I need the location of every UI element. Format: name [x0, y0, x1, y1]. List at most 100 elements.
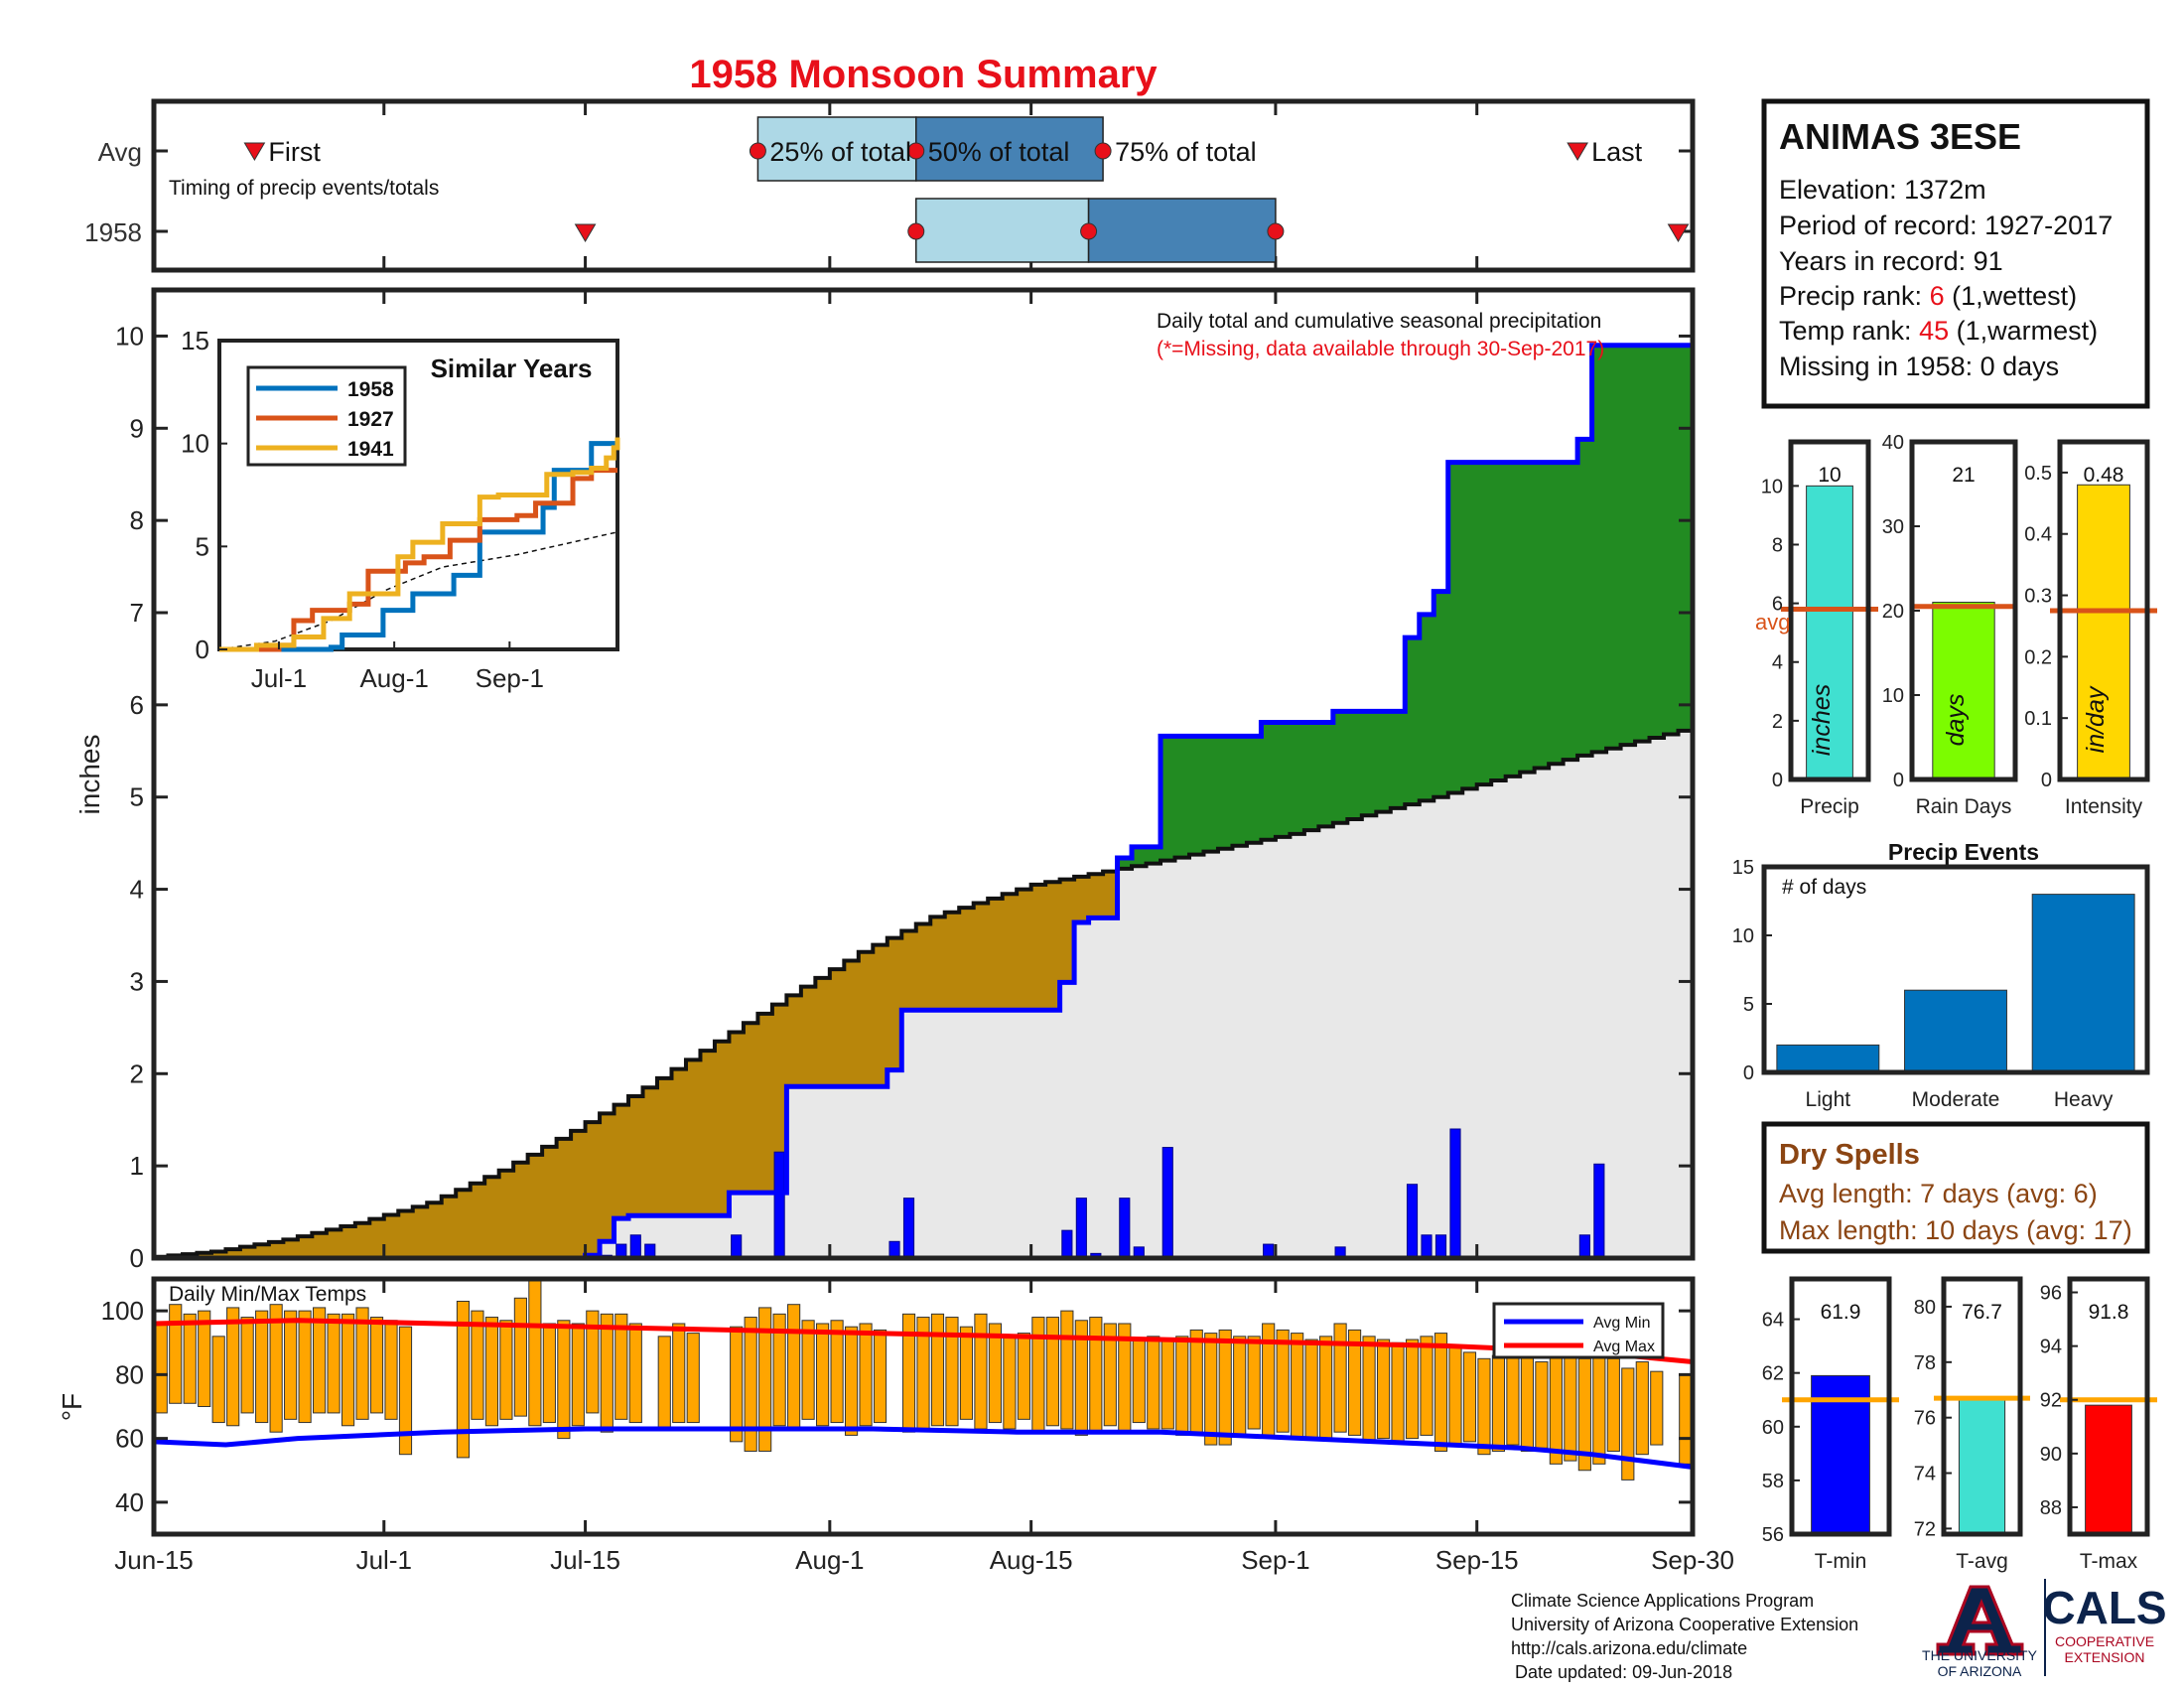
panel-unit-label: inches [1808, 684, 1836, 756]
temp-rank-suffix: (1,warmest) [1949, 316, 2098, 346]
events-bars [1776, 894, 2135, 1073]
temp-range-bar [1362, 1336, 1376, 1443]
temp-range-bar [183, 1313, 197, 1404]
temp-range-bar [1420, 1336, 1433, 1436]
main-y-tick-label: 10 [115, 321, 144, 351]
date-tick-label: Jul-15 [550, 1545, 620, 1575]
inset-series-line [219, 437, 620, 652]
panel-value-label: 0.48 [2084, 464, 2124, 487]
temp-range-bar [1376, 1339, 1391, 1440]
year-box-50-75 [1087, 198, 1277, 263]
footer-line-4: Date updated: 09-Jun-2018 [1515, 1662, 1732, 1682]
footer-line-1: Climate Science Applications Program [1511, 1591, 1814, 1611]
dry-spells-frame [1761, 1121, 2150, 1254]
panel-unit-label: in/day [2082, 685, 2110, 753]
temp-range-bar [873, 1329, 887, 1424]
inset-y-tick-label: 0 [196, 635, 209, 664]
panel-y-tick-label: 0 [2041, 770, 2052, 791]
temp-range-bar [586, 1310, 600, 1414]
events-bar [2031, 894, 2135, 1073]
panel-y-tick-label: 0.5 [2024, 463, 2052, 485]
panel-axes-frame [1788, 439, 1871, 782]
temp-range-bar [398, 1326, 413, 1456]
events-category-label: Moderate [1912, 1088, 2000, 1111]
daily-precip-bars [601, 1128, 1605, 1259]
temp-range-bar [1506, 1348, 1520, 1446]
panel-category-label: T-max [2080, 1550, 2138, 1573]
legend-avg-max-label: Avg Max [1593, 1339, 1655, 1355]
temp-range-bar [945, 1317, 959, 1427]
footer: Climate Science Applications Program Uni… [1511, 1579, 2167, 1682]
temp-range-bar [269, 1304, 283, 1433]
temp-range-bar [313, 1307, 327, 1414]
main-y-tick-label: 5 [130, 782, 144, 812]
temp-range-bar [1074, 1320, 1088, 1436]
row-label-avg: Avg [98, 137, 142, 167]
main-annotation: Daily total and cumulative seasonal prec… [1157, 310, 1601, 333]
panel-y-tick-label: 88 [2040, 1497, 2062, 1519]
temp-range-bar [1549, 1354, 1563, 1465]
inset-legend-label: 1941 [347, 438, 394, 461]
dry-spells-title: Dry Spells [1779, 1139, 1920, 1171]
panel-y-tick-label: 40 [1882, 432, 1904, 454]
main-y-tick-label: 1 [130, 1151, 144, 1181]
panel-bar [1806, 485, 1853, 780]
inset-legend-label: 1927 [347, 408, 394, 431]
precip-rank-prefix: Precip rank: [1779, 281, 1930, 311]
temp-range-bar [1491, 1354, 1506, 1452]
main-y-tick-label: 7 [130, 598, 144, 628]
date-tick-label: Aug-1 [795, 1545, 864, 1575]
temp-range-bar [816, 1323, 830, 1427]
precip-events-panel: Precip Events 0 5 10 15 Light Moderate Heavy #… [1732, 839, 2150, 1111]
inset-legend: 1958 1927 1941 [256, 378, 394, 461]
precip-summary-panels: 0 2 4 6 8 10 10 inches Precip 0 10 20 30 40 21 days Rain… [1755, 432, 2157, 818]
date-tick-label: Sep-15 [1435, 1545, 1519, 1575]
station-elevation: Elevation: 1372m [1779, 175, 1986, 205]
temp-range-bar [1218, 1329, 1232, 1446]
panel-y-tick-label: 0.3 [2024, 586, 2052, 608]
daily-precip-bar [1161, 1147, 1173, 1259]
daily-precip-bar [731, 1234, 743, 1259]
temp-range-bar [1089, 1317, 1103, 1433]
temp-range-bar [1017, 1333, 1030, 1420]
panel-y-tick-label: 10 [1761, 476, 1783, 497]
panel-y-tick-label: 30 [1882, 516, 1904, 538]
temp-range-bar [744, 1317, 757, 1452]
panel-y-tick-label: 62 [1762, 1363, 1784, 1385]
daily-precip-bar [1578, 1234, 1590, 1259]
daily-precip-bar [1434, 1234, 1447, 1259]
temp-range-bar [1477, 1357, 1491, 1456]
panel-axes-frame [1789, 1276, 1892, 1537]
temp-rank-value: 45 [1919, 316, 1949, 346]
year-last-marker [1667, 223, 1690, 242]
temp-summary-panels: 56 58 60 62 64 61.9 T-min 72 74 76 78 80 76.7 T-avg 88… [1762, 1276, 2157, 1573]
daily-precip-bar [1449, 1128, 1461, 1259]
temp-range-bar [1132, 1339, 1146, 1424]
temp-range-bar [1621, 1367, 1635, 1481]
date-tick-label: Jun-15 [114, 1545, 194, 1575]
temp-range-bar [1291, 1333, 1304, 1440]
panel-value-label: 21 [1952, 464, 1975, 487]
temp-range-bar [499, 1320, 513, 1420]
avg-last-marker [1567, 142, 1588, 161]
temp-range-bar [1606, 1357, 1620, 1452]
panel-y-tick-label: 64 [1762, 1310, 1784, 1332]
temp-range-bar [1333, 1323, 1347, 1433]
temp-range-bar [988, 1323, 1003, 1424]
avg-q50-dot [907, 142, 925, 160]
temp-range-bar [844, 1326, 859, 1436]
temp-range-bar [471, 1310, 484, 1420]
temperature-chart: 40 60 80 100 Daily Min/Max Temps °F Avg Min… [57, 1276, 1696, 1537]
precip-events-title: Precip Events [1888, 839, 2039, 865]
q75-label: 75% of total [1115, 137, 1257, 167]
inset-y-tick-label: 10 [181, 429, 209, 459]
temp-range-bar [154, 1323, 168, 1414]
year-q50-dot [1080, 222, 1098, 240]
temp-range-bar [327, 1313, 341, 1414]
inset-x-tick-label: Jul-1 [251, 663, 307, 693]
daily-precip-bar [773, 1151, 785, 1259]
daily-precip-bar [902, 1198, 915, 1259]
panel-axes-frame [2067, 1276, 2150, 1537]
